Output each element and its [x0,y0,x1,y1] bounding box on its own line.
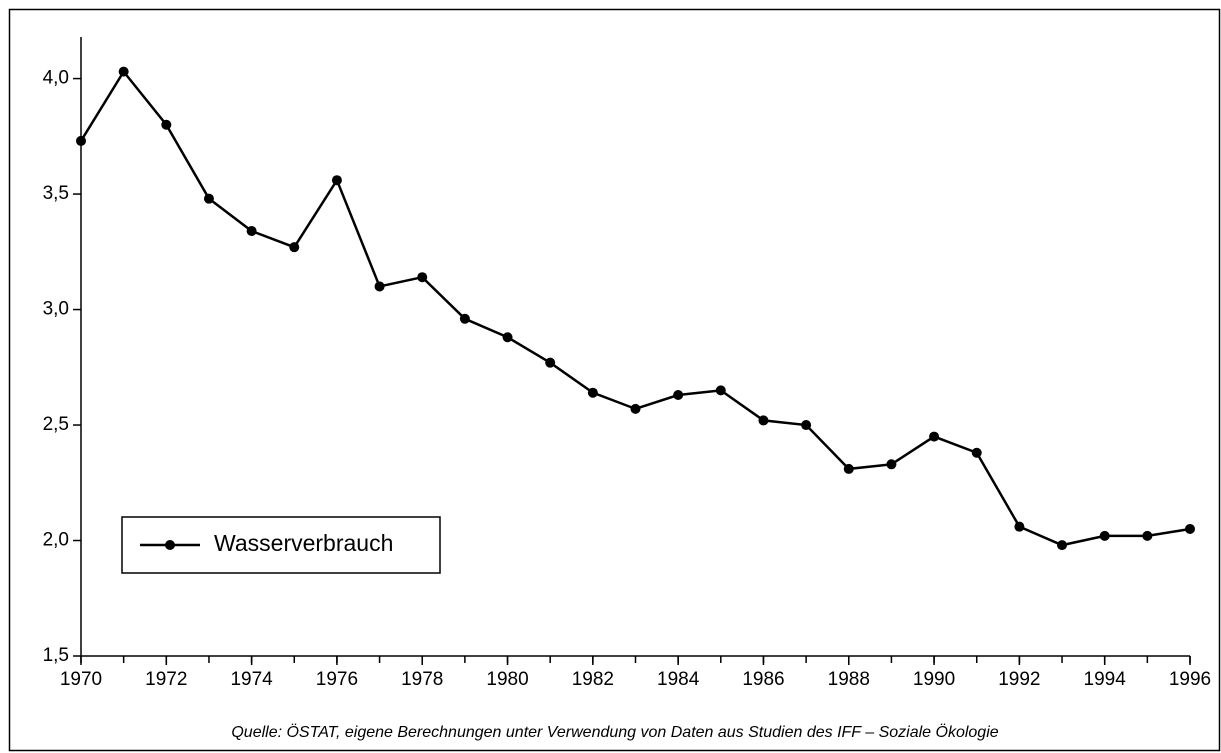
data-point [417,272,428,283]
data-point [886,459,897,470]
data-point [929,431,940,442]
y-tick-label: 4,0 [43,68,69,89]
x-tick-label: 1976 [316,669,358,690]
data-point [374,281,385,292]
x-tick-label: 1986 [742,669,784,690]
data-point [715,385,726,396]
data-point [161,119,172,130]
source-note: Quelle: ÖSTAT, eigene Berechnungen unter… [231,723,998,741]
data-point [118,66,129,77]
x-tick-label: 1974 [230,669,273,690]
y-tick-label: 3,0 [43,299,69,320]
data-point [673,390,684,401]
frame [8,8,1221,752]
data-point [1099,530,1110,541]
data-point [587,387,598,398]
data-point [843,463,854,474]
x-tick-label: 1978 [401,669,443,690]
x-tick-label: 1996 [1169,669,1211,690]
data-point [203,193,214,204]
legend-label: Wasserverbrauch [214,530,393,556]
data-point [1185,523,1195,534]
data-point [1014,521,1025,532]
y-tick-label: 3,5 [43,183,69,204]
data-point [758,415,769,426]
x-tick-label: 1982 [572,669,614,690]
data-point [545,357,556,368]
data-point [630,403,641,414]
y-tick-label: 1,5 [43,645,69,666]
data-point [971,447,982,458]
x-tick-label: 1994 [1084,669,1127,690]
legend-marker [165,540,175,550]
x-tick-label: 1972 [145,669,187,690]
data-point [289,242,300,253]
x-tick-label: 1992 [998,669,1040,690]
y-tick-label: 2,5 [43,414,69,435]
x-tick-label: 1980 [486,669,528,690]
y-tick-label: 2,0 [43,530,69,551]
data-point [246,226,257,237]
data-point [76,135,86,146]
data-point [502,332,513,343]
data-point [459,313,470,324]
series-line [79,69,1191,547]
x-tick-label: 1970 [60,669,102,690]
x-tick-label: 1990 [913,669,955,690]
data-point [1057,540,1068,551]
data-point [801,420,812,431]
data-point [1142,530,1153,541]
x-tick-label: 1984 [657,669,700,690]
x-tick-label: 1988 [828,669,870,690]
data-point [331,175,342,186]
